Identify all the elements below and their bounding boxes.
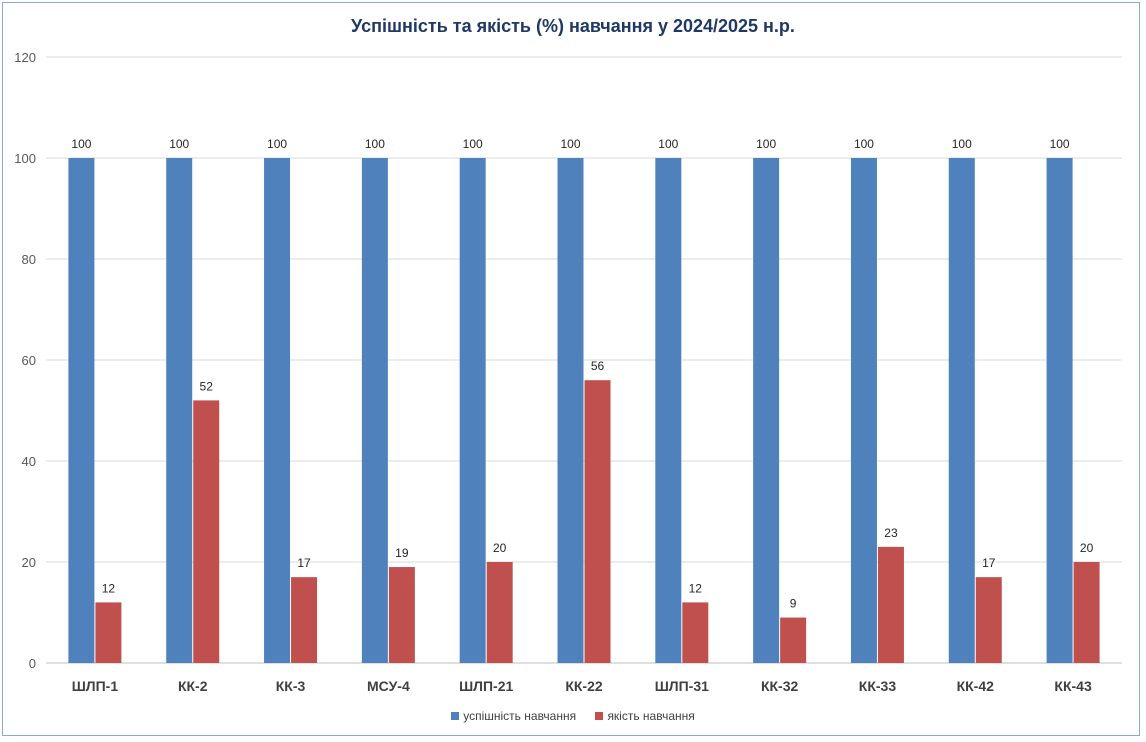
data-label: 17: [297, 556, 311, 570]
x-tick-label: КК-2: [178, 678, 208, 694]
data-label: 12: [689, 581, 703, 595]
data-label: 100: [952, 137, 972, 151]
data-label: 56: [591, 359, 605, 373]
y-tick-label: 60: [22, 353, 36, 368]
data-label: 23: [884, 526, 898, 540]
y-tick-label: 20: [22, 555, 36, 570]
bar: [264, 158, 291, 663]
bar: [557, 158, 584, 663]
data-label: 100: [71, 137, 91, 151]
bar: [850, 158, 877, 663]
x-tick-label: КК-33: [859, 678, 897, 694]
data-label: 20: [1080, 541, 1094, 555]
data-label: 12: [102, 581, 116, 595]
x-tick-label: КК-42: [957, 678, 995, 694]
legend-item-success: успішність навчання: [451, 709, 576, 723]
bar: [361, 158, 388, 663]
x-tick-label: КК-43: [1054, 678, 1092, 694]
bar: [584, 380, 611, 663]
bar: [655, 158, 682, 663]
legend-swatch-success: [451, 712, 460, 720]
x-tick-label: КК-3: [276, 678, 306, 694]
data-label: 100: [560, 137, 580, 151]
chart-title: Успішність та якість (%) навчання у 2024…: [351, 16, 795, 36]
y-tick-label: 100: [14, 151, 36, 166]
y-tick-label: 40: [22, 454, 36, 469]
data-label: 19: [395, 546, 409, 560]
legend-label-quality: якість навчання: [607, 709, 695, 723]
y-tick-label: 0: [29, 656, 36, 671]
bar: [1073, 562, 1100, 663]
x-tick-label: ШЛП-1: [72, 678, 119, 694]
bar: [68, 158, 95, 663]
bar: [753, 158, 780, 663]
y-tick-label: 120: [14, 50, 36, 65]
bar: [95, 602, 122, 663]
x-tick-label: ШЛП-21: [459, 678, 513, 694]
legend-swatch-quality: [595, 712, 604, 720]
data-label: 100: [169, 137, 189, 151]
data-label: 100: [756, 137, 776, 151]
bar: [166, 158, 193, 663]
bar: [1046, 158, 1073, 663]
x-tick-label: ШЛП-31: [655, 678, 709, 694]
legend-label-success: успішність навчання: [463, 709, 577, 723]
data-label: 100: [365, 137, 385, 151]
bar: [780, 617, 807, 663]
x-tick-label: МСУ-4: [367, 678, 410, 694]
data-label: 100: [267, 137, 287, 151]
data-label: 100: [463, 137, 483, 151]
bar: [975, 577, 1002, 663]
bar: [459, 158, 486, 663]
data-label: 100: [854, 137, 874, 151]
data-label: 52: [200, 379, 214, 393]
data-label: 17: [982, 556, 996, 570]
data-label: 100: [658, 137, 678, 151]
data-label: 20: [493, 541, 507, 555]
legend: успішність навчання якість навчання: [0, 709, 1146, 723]
legend-item-quality: якість навчання: [595, 709, 695, 723]
bar: [948, 158, 975, 663]
data-label: 9: [790, 597, 797, 611]
y-tick-label: 80: [22, 252, 36, 267]
data-label: 100: [1050, 137, 1070, 151]
bar: [291, 577, 318, 663]
bar: [193, 400, 220, 663]
bar: [682, 602, 709, 663]
bar: [486, 562, 513, 663]
x-tick-label: КК-22: [565, 678, 603, 694]
bar: [877, 546, 904, 663]
bar: [388, 567, 415, 663]
x-tick-label: КК-32: [761, 678, 799, 694]
